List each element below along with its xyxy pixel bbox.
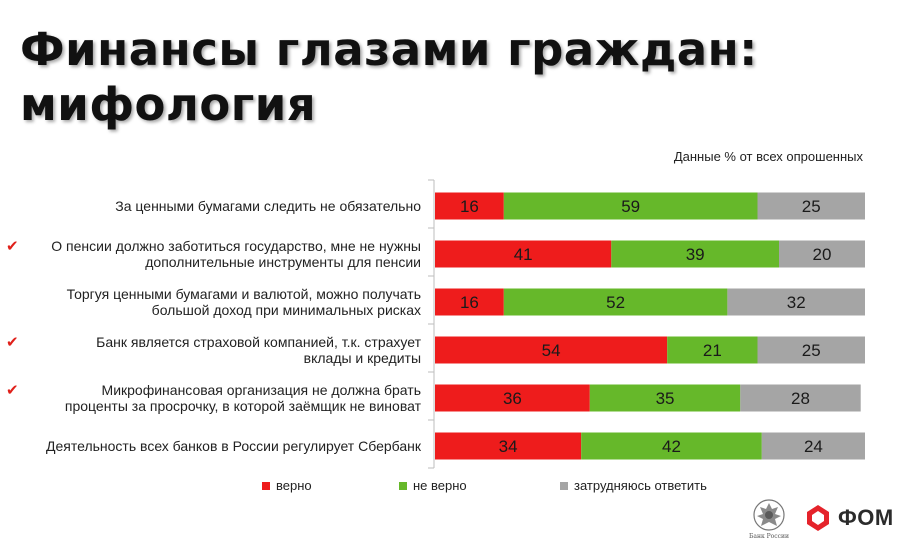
data-label: 24 [804,437,823,456]
bar-segment [757,192,865,220]
category-label-line: большой доход при минимальных рисках [152,302,421,318]
category-label: Торгуя ценными бумагами и валютой, можно… [67,286,421,318]
category-label-line: Микрофинансовая организация не должна бр… [102,382,421,398]
category-label-line: Банк является страховой компанией, т.к. … [96,334,421,350]
category-label: Банк является страховой компанией, т.к. … [96,334,421,366]
stacked-bar-chart: За ценными бумагами следить не обязатель… [6,179,865,469]
data-label: 16 [460,293,479,312]
bar-segment [667,336,758,364]
bar-segment [435,432,582,460]
title-line-2: мифология [20,78,317,131]
category-label-line: Торгуя ценными бумагами и валютой, можно… [67,286,421,302]
legend-item: верно [262,478,312,493]
bar-segment [757,336,865,364]
legend-swatch [262,481,270,490]
legend-label: не верно [413,478,467,493]
category-label: За ценными бумагами следить не обязатель… [115,198,421,214]
bar-segment [503,288,728,316]
bar-segment [435,192,504,220]
bars: 16 59 25 41 39 20 16 52 32 54 21 25 36 35 28 34 42 24 [435,192,865,460]
bar-segment [740,384,861,412]
bar-segment [727,288,865,316]
category-label-line: Деятельность всех банков в России регули… [46,438,422,454]
data-label: 28 [791,389,810,408]
title-line-1: Финансы глазами граждан: [20,23,758,76]
data-label: 35 [656,389,675,408]
bar-segment [435,336,668,364]
bar-segment [581,432,762,460]
bar-segment [435,240,612,268]
legend-label: верно [276,478,312,493]
legend: верно не верно затрудняюсь ответить [0,478,900,498]
fom-mark-icon [807,505,829,531]
page-title: Финансы глазами граждан: мифология [20,22,758,132]
category-labels: За ценными бумагами следить не обязатель… [6,198,422,454]
data-note: Данные % от всех опрошенных [673,149,863,164]
bar-segment [589,384,741,412]
category-label-line: проценты за просрочку, в которой заёмщик… [65,398,422,414]
category-ticks [428,179,434,469]
data-label: 54 [542,341,561,360]
data-label: 52 [606,293,625,312]
category-label: Микрофинансовая организация не должна бр… [65,382,422,414]
bar-segment [611,240,779,268]
bar-segment [435,384,590,412]
data-label: 36 [503,389,522,408]
data-label: 25 [802,341,821,360]
checkmark-icon: ✔ [6,237,19,255]
category-label: О пенсии должно заботиться государство, … [51,238,421,270]
category-label: Деятельность всех банков в России регули… [46,438,422,454]
data-label: 42 [662,437,681,456]
checkmark-icon: ✔ [6,381,19,399]
fom-logo: ФОМ [806,503,894,533]
legend-swatch [560,481,568,490]
category-label-line: За ценными бумагами следить не обязатель… [115,198,421,214]
bar-segment [761,432,865,460]
data-label: 34 [499,437,518,456]
bar-segment [435,288,504,316]
data-label: 59 [621,197,640,216]
checkmark-icon: ✔ [6,333,19,351]
data-label: 39 [686,245,705,264]
fom-logo-text: ФОМ [838,505,894,530]
bank-of-russia-caption: Банк России [748,533,789,540]
legend-label: затрудняюсь ответить [574,478,707,493]
data-label: 16 [460,197,479,216]
legend-item: не верно [399,478,467,493]
data-label: 32 [787,293,806,312]
bank-of-russia-logo [753,499,785,531]
category-label-line: вклады и кредиты [304,350,421,366]
data-label: 41 [514,245,533,264]
data-label: 20 [813,245,832,264]
data-label: 21 [703,341,722,360]
legend-item: затрудняюсь ответить [560,478,707,493]
category-label-line: О пенсии должно заботиться государство, … [51,238,421,254]
category-label-line: дополнительные инструменты для пенсии [145,254,421,270]
bar-segment [779,240,865,268]
data-label: 25 [802,197,821,216]
legend-swatch [399,481,407,490]
bar-segment [503,192,758,220]
